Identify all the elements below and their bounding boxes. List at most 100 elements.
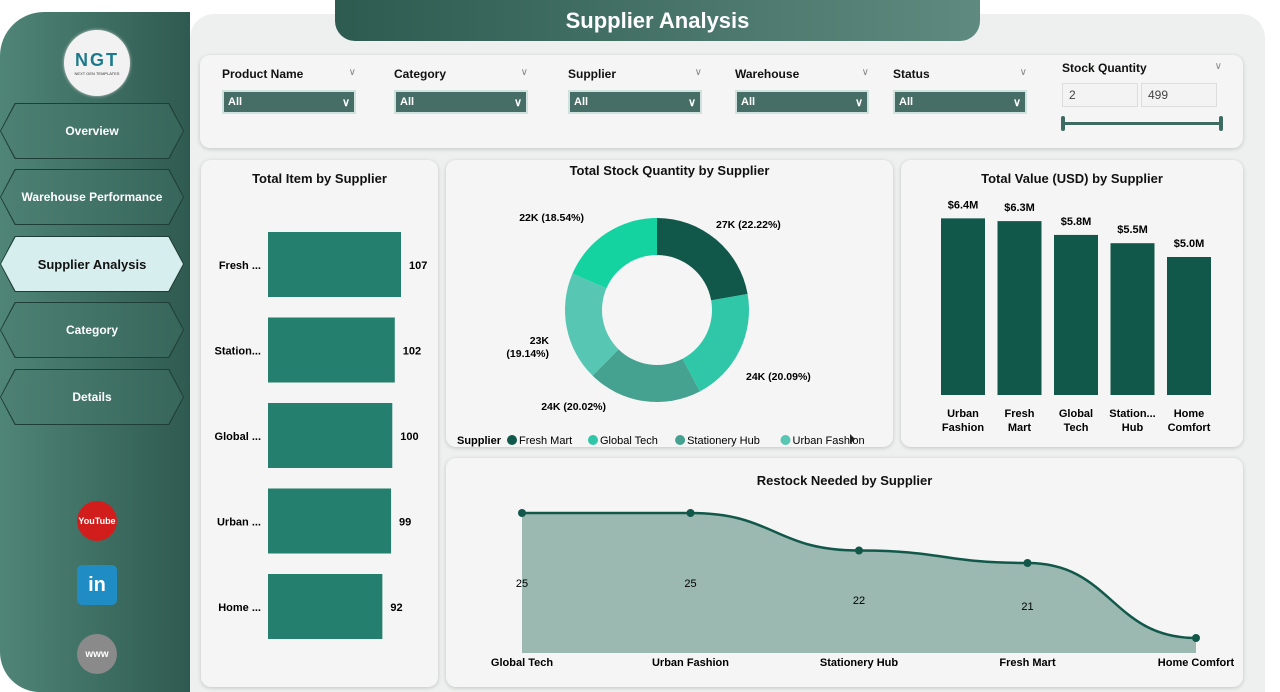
donut-slice: [565, 273, 619, 376]
nav-warehouse-performance[interactable]: Warehouse Performance: [0, 169, 184, 225]
chart-title: Total Item by Supplier: [252, 171, 387, 186]
bar: [268, 232, 401, 297]
dropdown-value: All: [574, 96, 589, 108]
total-item-card: Total Item by Supplier Fresh ... 107 Stati…: [201, 160, 438, 687]
category-label: Home: [1174, 408, 1205, 420]
category-label: Tech: [1064, 422, 1089, 434]
category-label: Stationery Hub: [820, 657, 899, 669]
restock-area-chart: 25 Global Tech 25 Urban Fashion 22 Stationery…: [491, 509, 1235, 669]
nav-supplier-analysis[interactable]: Supplier Analysis: [0, 236, 184, 292]
category-label: Fashion: [942, 422, 984, 434]
chevron-down-icon: ∨: [687, 96, 696, 109]
filter-label: Category: [394, 67, 447, 81]
chart-title: Total Value (USD) by Supplier: [981, 171, 1163, 186]
filter-category: Category ∨ All ∨: [394, 67, 528, 114]
legend-marker: [780, 435, 791, 445]
data-label: 21: [1021, 601, 1033, 613]
nav-label: Details: [1, 370, 183, 424]
data-label: $5.5M: [1117, 224, 1148, 236]
stock-max-input[interactable]: 499: [1141, 83, 1217, 107]
dropdown-value: All: [400, 96, 415, 108]
logo-subtext: NEXT GEN TEMPLATES: [74, 71, 120, 76]
stock-min-input[interactable]: 2: [1062, 83, 1138, 107]
slider-handle-max[interactable]: [1219, 116, 1223, 131]
filter-dropdown[interactable]: All ∨: [222, 90, 356, 114]
sidebar: NGT NEXT GEN TEMPLATES Overview Warehouse…: [0, 12, 190, 692]
legend-item: Urban Fashion: [793, 435, 865, 447]
dropdown-value: All: [741, 96, 756, 108]
data-label: $5.0M: [1174, 238, 1205, 250]
category-label: Fresh ...: [219, 260, 261, 272]
filter-status: Status ∨ All ∨: [893, 67, 1027, 114]
chevron-down-icon[interactable]: ∨: [520, 67, 528, 78]
filter-warehouse: Warehouse ∨ All ∨: [735, 67, 869, 114]
total-value-card: Total Value (USD) by Supplier $6.4M Urban…: [901, 160, 1243, 447]
chevron-down-icon[interactable]: ∨: [694, 67, 702, 78]
category-label: Fresh: [1005, 408, 1035, 420]
bar: [268, 403, 393, 468]
slice-label: 24K (20.09%): [746, 371, 811, 383]
chart-title: Restock Needed by Supplier: [756, 473, 933, 488]
category-label: Urban ...: [217, 517, 261, 529]
chevron-down-icon: ∨: [341, 96, 350, 109]
slice-label: 22K (18.54%): [519, 212, 584, 224]
filter-dropdown[interactable]: All ∨: [735, 90, 869, 114]
legend-marker: [675, 435, 686, 445]
youtube-icon[interactable]: YouTube: [77, 501, 117, 541]
category-label: Fresh Mart: [999, 657, 1056, 669]
data-label: 25: [516, 578, 528, 590]
bar: [941, 218, 985, 395]
nav-label: Overview: [1, 104, 183, 158]
slice-label: (19.14%): [506, 348, 549, 360]
data-label: $6.3M: [1004, 202, 1035, 214]
filter-dropdown[interactable]: All ∨: [893, 90, 1027, 114]
filter-dropdown[interactable]: All ∨: [568, 90, 702, 114]
legend-item: Global Tech: [600, 435, 658, 447]
area-fill: [522, 513, 1196, 653]
page-title: Supplier Analysis: [335, 0, 980, 41]
filter-dropdown[interactable]: All ∨: [394, 90, 528, 114]
chevron-down-icon[interactable]: ∨: [1019, 67, 1027, 78]
category-label: Global: [1059, 408, 1093, 420]
data-point: [855, 546, 863, 555]
data-point: [1023, 559, 1032, 567]
chevron-down-icon[interactable]: ∨: [1214, 61, 1222, 72]
chevron-down-icon[interactable]: ∨: [348, 67, 356, 78]
bar: [1167, 257, 1211, 395]
linkedin-icon[interactable]: in: [77, 565, 117, 605]
data-label: $6.4M: [948, 199, 979, 211]
bar: [268, 574, 383, 639]
nav-details[interactable]: Details: [0, 369, 184, 425]
nav-overview[interactable]: Overview: [0, 103, 184, 159]
nav-label: Warehouse Performance: [1, 170, 183, 224]
donut-slice: [572, 218, 657, 289]
data-label: 100: [400, 431, 418, 443]
slider-handle-min[interactable]: [1061, 116, 1065, 131]
stock-range-slider[interactable]: [1062, 122, 1222, 125]
bar: [268, 317, 395, 383]
slice-label: 24K (20.02%): [541, 401, 606, 413]
chevron-down-icon: ∨: [854, 96, 863, 109]
filter-label: Status: [893, 67, 930, 81]
slice-label: 23K: [530, 335, 550, 347]
data-label: 25: [684, 578, 696, 590]
data-point: [1192, 634, 1200, 642]
nav-category[interactable]: Category: [0, 302, 184, 358]
category-label: Home ...: [218, 602, 261, 614]
website-globe-icon[interactable]: www: [77, 634, 117, 674]
bar: [997, 221, 1042, 395]
data-label: 102: [403, 346, 421, 358]
data-label: 22: [853, 595, 865, 607]
stock-donut-chart: 27K (22.22%) 24K (20.09%) 24K (20.02%) 23K(…: [457, 212, 865, 447]
donut-slice: [592, 349, 700, 402]
legend-next-arrow-icon: [850, 434, 855, 444]
chevron-down-icon[interactable]: ∨: [861, 67, 869, 78]
slice-label: 27K (22.22%): [716, 219, 781, 231]
nav-label: Category: [1, 303, 183, 357]
category-label: Global Tech: [491, 657, 553, 669]
chevron-down-icon: ∨: [1012, 96, 1021, 109]
category-label: Home Comfort: [1158, 657, 1235, 669]
category-label: Urban: [947, 408, 979, 420]
category-label: Comfort: [1168, 422, 1211, 434]
donut-slice: [657, 218, 748, 301]
